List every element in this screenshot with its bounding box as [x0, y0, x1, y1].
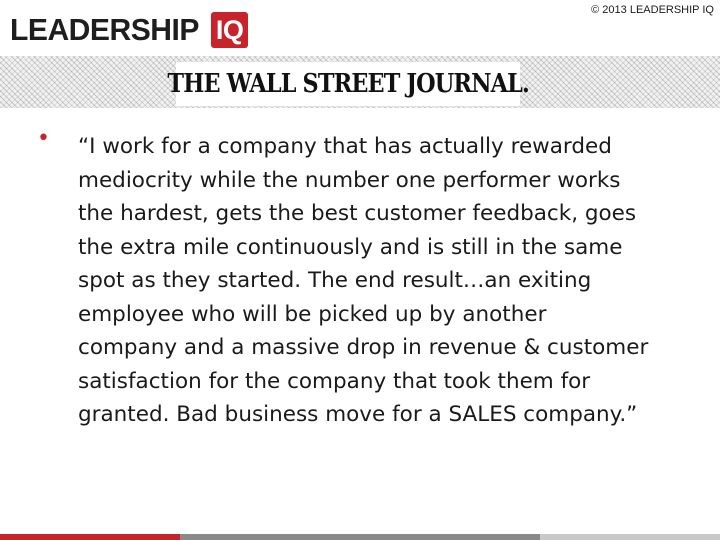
- footer-bar-gray-segment: [180, 534, 540, 540]
- leadership-iq-logo: LEADERSHIP IQ: [10, 10, 249, 50]
- footer-color-bar: [0, 534, 720, 540]
- quote-text: “I work for a company that has actually …: [78, 130, 690, 432]
- quote-line: the hardest, gets the best customer feed…: [78, 201, 637, 226]
- quote-line: “I work for a company that has actually …: [78, 134, 612, 159]
- bullet-dot-icon: •: [37, 126, 50, 151]
- quote-line: granted. Bad business move for a SALES c…: [78, 402, 638, 427]
- quote-line: employee who will be picked up by anothe…: [78, 301, 547, 327]
- quote-line: satisfaction for the company that took t…: [78, 368, 591, 394]
- footer-bar-lightgray-segment: [540, 534, 720, 540]
- quote-line: the extra mile continuously and is still…: [78, 234, 623, 260]
- logo-wordmark: LEADERSHIP: [10, 12, 199, 47]
- quote-line: mediocrity while the number one performe…: [78, 167, 621, 193]
- footer-bar-red-segment: [0, 534, 180, 540]
- wsj-masthead-text: THE WALL STREET JOURNAL.: [167, 69, 529, 99]
- copyright-notice: © 2013 LEADERSHIP IQ: [591, 4, 714, 16]
- wsj-masthead: THE WALL STREET JOURNAL.: [167, 62, 530, 106]
- logo-iq-badge: IQ: [210, 12, 249, 48]
- quote-line: spot as they started. The end result…an …: [78, 268, 592, 293]
- quote-line: company and a massive drop in revenue & …: [78, 335, 649, 360]
